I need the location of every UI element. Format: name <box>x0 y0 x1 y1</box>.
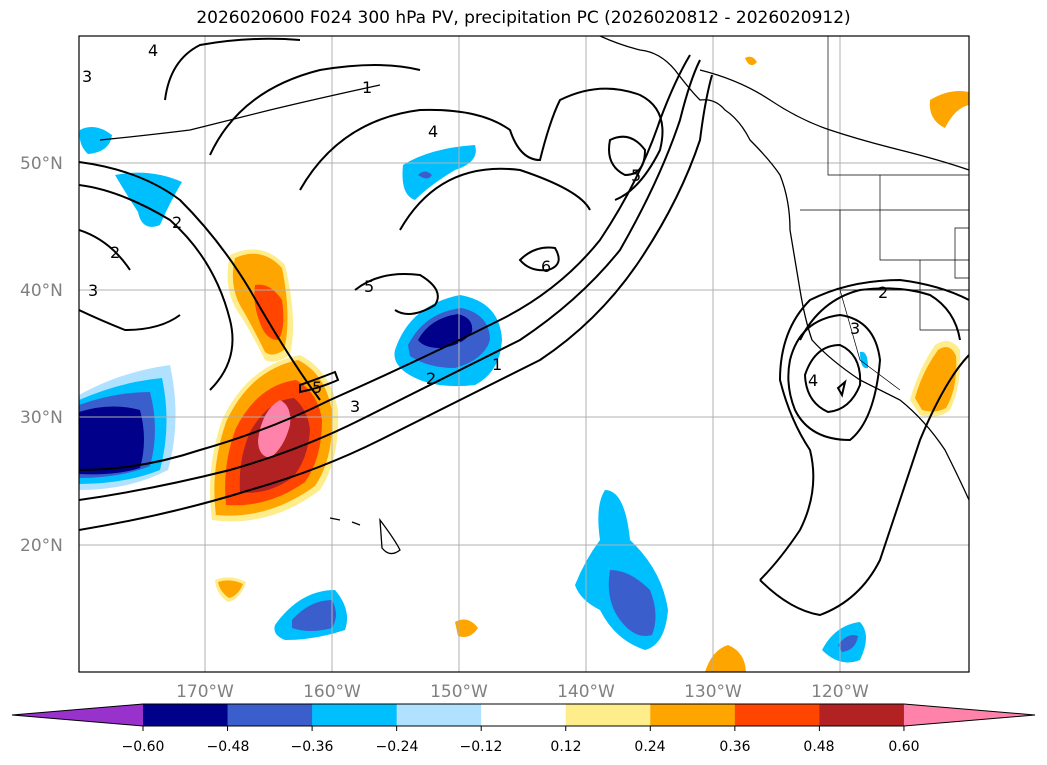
lat-label: 30°N <box>20 408 63 428</box>
contour-label: 5 <box>364 277 374 296</box>
colorbar-extend-max <box>903 704 1035 726</box>
contour-label: 2 <box>110 243 120 262</box>
colorbar-tick-label: 0.60 <box>888 739 919 755</box>
colorbar-ticks: −0.60 −0.48 −0.36 −0.24 −0.12 0.12 0.24 … <box>122 739 920 755</box>
map-title: 2026020600 F024 300 hPa PV, precipitatio… <box>196 8 851 28</box>
colorbar-swatch <box>819 704 905 726</box>
contour-label: 3 <box>350 397 360 416</box>
lon-label: 140°W <box>557 682 615 702</box>
grid-lines <box>79 36 969 672</box>
colorbar-swatch <box>396 704 482 726</box>
pv-contours <box>79 37 969 617</box>
contour-label: 2 <box>878 283 888 302</box>
contour-label: 4 <box>148 41 158 60</box>
contour-label: 5 <box>631 166 641 185</box>
lon-label: 120°W <box>811 682 869 702</box>
colorbar-tick-label: 0.12 <box>550 739 581 755</box>
colorbar-extend-min <box>12 704 143 726</box>
contour-label: 6 <box>541 257 551 276</box>
colorbar-swatch <box>650 704 736 726</box>
lat-label: 50°N <box>20 154 63 174</box>
lon-label: 170°W <box>176 682 234 702</box>
lat-label: 40°N <box>20 281 63 301</box>
colorbar-swatch <box>734 704 820 726</box>
contour-label: 5 <box>312 378 322 397</box>
lon-label: 160°W <box>303 682 361 702</box>
colorbar-tick-label: −0.24 <box>376 739 419 755</box>
contour-label: 3 <box>88 281 98 300</box>
colorbar-tick-label: −0.12 <box>460 739 503 755</box>
colorbar-tick-label: −0.60 <box>122 739 165 755</box>
colorbar-tick-label: 0.48 <box>803 739 834 755</box>
lon-label: 130°W <box>684 682 742 702</box>
colorbar-tick-label: −0.48 <box>207 739 250 755</box>
colorbar <box>11 703 1036 731</box>
colorbar-swatch <box>481 704 567 726</box>
latitude-labels: 50°N 40°N 30°N 20°N <box>20 154 63 556</box>
lon-label: 150°W <box>430 682 488 702</box>
contour-label-group: 4 1 4 5 3 2 2 3 5 6 5 1 2 3 2 3 4 <box>82 41 888 416</box>
contour-label: 3 <box>850 319 860 338</box>
contour-label: 3 <box>82 67 92 86</box>
contour-label: 4 <box>428 122 438 141</box>
colorbar-tick-label: 0.24 <box>634 739 665 755</box>
lat-label: 20°N <box>20 536 63 556</box>
colorbar-swatch <box>312 704 398 726</box>
plot-area <box>79 36 969 672</box>
colorbar-tick-label: −0.36 <box>291 739 334 755</box>
precip-shading <box>79 56 969 672</box>
contour-label: 4 <box>808 371 818 390</box>
colorbar-swatch <box>143 704 229 726</box>
contour-label: 1 <box>362 78 372 97</box>
longitude-labels: 170°W 160°W 150°W 140°W 130°W 120°W <box>176 682 869 702</box>
contour-label: 2 <box>426 369 436 388</box>
plot-frame <box>78 35 970 673</box>
contour-label: 1 <box>492 355 502 374</box>
contour-label: 2 <box>172 213 182 232</box>
colorbar-swatch <box>565 704 651 726</box>
colorbar-tick-label: 0.36 <box>719 739 750 755</box>
colorbar-swatch <box>227 704 313 726</box>
